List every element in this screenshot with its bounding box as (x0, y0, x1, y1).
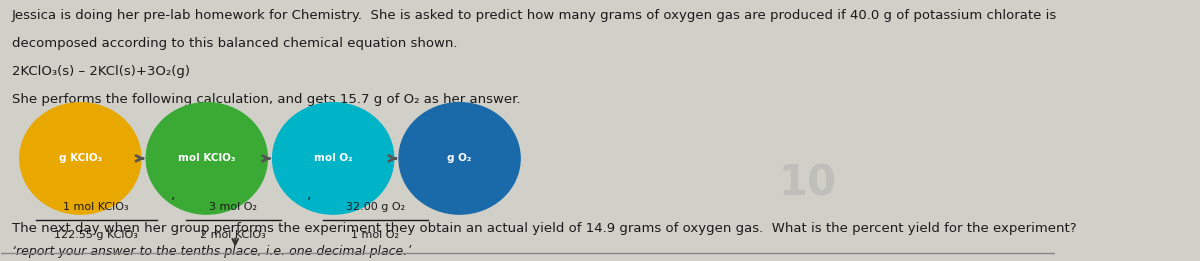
Text: She performs the following calculation, and gets 15.7 g of O₂ as her answer.: She performs the following calculation, … (12, 93, 521, 105)
Text: 2 mol KClO₃: 2 mol KClO₃ (200, 230, 266, 240)
Text: 2KClO₃(s) – 2KCl(s)+3O₂(g): 2KClO₃(s) – 2KCl(s)+3O₂(g) (12, 65, 190, 78)
Ellipse shape (400, 103, 520, 214)
Text: 1 mol O₂: 1 mol O₂ (352, 230, 400, 240)
Ellipse shape (20, 103, 140, 214)
Text: The next day when her group performs the experiment they obtain an actual yield : The next day when her group performs the… (12, 222, 1076, 235)
Text: mol KClO₃: mol KClO₃ (178, 153, 235, 163)
Text: 122.55 g KClO₃: 122.55 g KClO₃ (54, 230, 138, 240)
Text: g KClO₃: g KClO₃ (59, 153, 102, 163)
Ellipse shape (146, 103, 268, 214)
Text: ʻreport your answer to the tenths place, i.e. one decimal place.ʹ: ʻreport your answer to the tenths place,… (12, 245, 410, 258)
Text: decomposed according to this balanced chemical equation shown.: decomposed according to this balanced ch… (12, 37, 457, 50)
Text: 10: 10 (778, 163, 836, 205)
Text: 32.00 g O₂: 32.00 g O₂ (346, 201, 404, 211)
Text: 1 mol KClO₃: 1 mol KClO₃ (64, 201, 128, 211)
Text: ’: ’ (170, 196, 175, 210)
Text: 3 mol O₂: 3 mol O₂ (209, 201, 257, 211)
Text: g O₂: g O₂ (448, 153, 472, 163)
Text: Jessica is doing her pre-lab homework for Chemistry.  She is asked to predict ho: Jessica is doing her pre-lab homework fo… (12, 9, 1057, 22)
Text: ’: ’ (307, 196, 311, 210)
Text: mol O₂: mol O₂ (314, 153, 353, 163)
Ellipse shape (272, 103, 394, 214)
